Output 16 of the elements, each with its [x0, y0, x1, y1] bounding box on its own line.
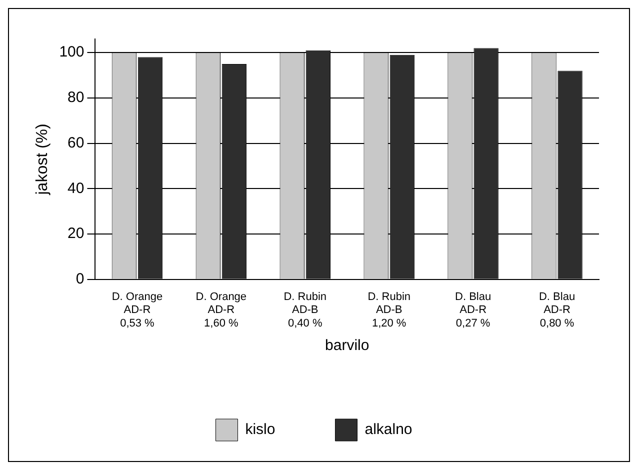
x-tick-label: D. Orange AD-R 1,60 %	[196, 291, 247, 330]
x-tick-label: D. Blau AD-R 0,80 %	[538, 291, 576, 330]
y-tick-label: 20	[68, 225, 84, 242]
x-axis-title: barvilo	[325, 337, 370, 354]
y-tick-label: 0	[76, 270, 84, 288]
y-axis-title: jakost (%)	[34, 124, 52, 196]
legend-label: alkalno	[364, 421, 412, 438]
y-tick-label: 80	[68, 89, 84, 106]
y-tick-label: 100	[59, 44, 84, 61]
x-tick-label: D. Blau AD-R 0,27 %	[455, 291, 492, 330]
x-tick-label: D. Rubin AD-B 0,40 %	[284, 291, 327, 330]
x-tick-label: D. Orange AD-R 0,53 %	[112, 291, 163, 330]
y-tick-label: 60	[68, 134, 84, 152]
x-tick-label: D. Rubin AD-B 1,20 %	[368, 291, 410, 330]
legend-label: kislo	[245, 421, 276, 438]
y-tick-label: 40	[68, 180, 84, 197]
